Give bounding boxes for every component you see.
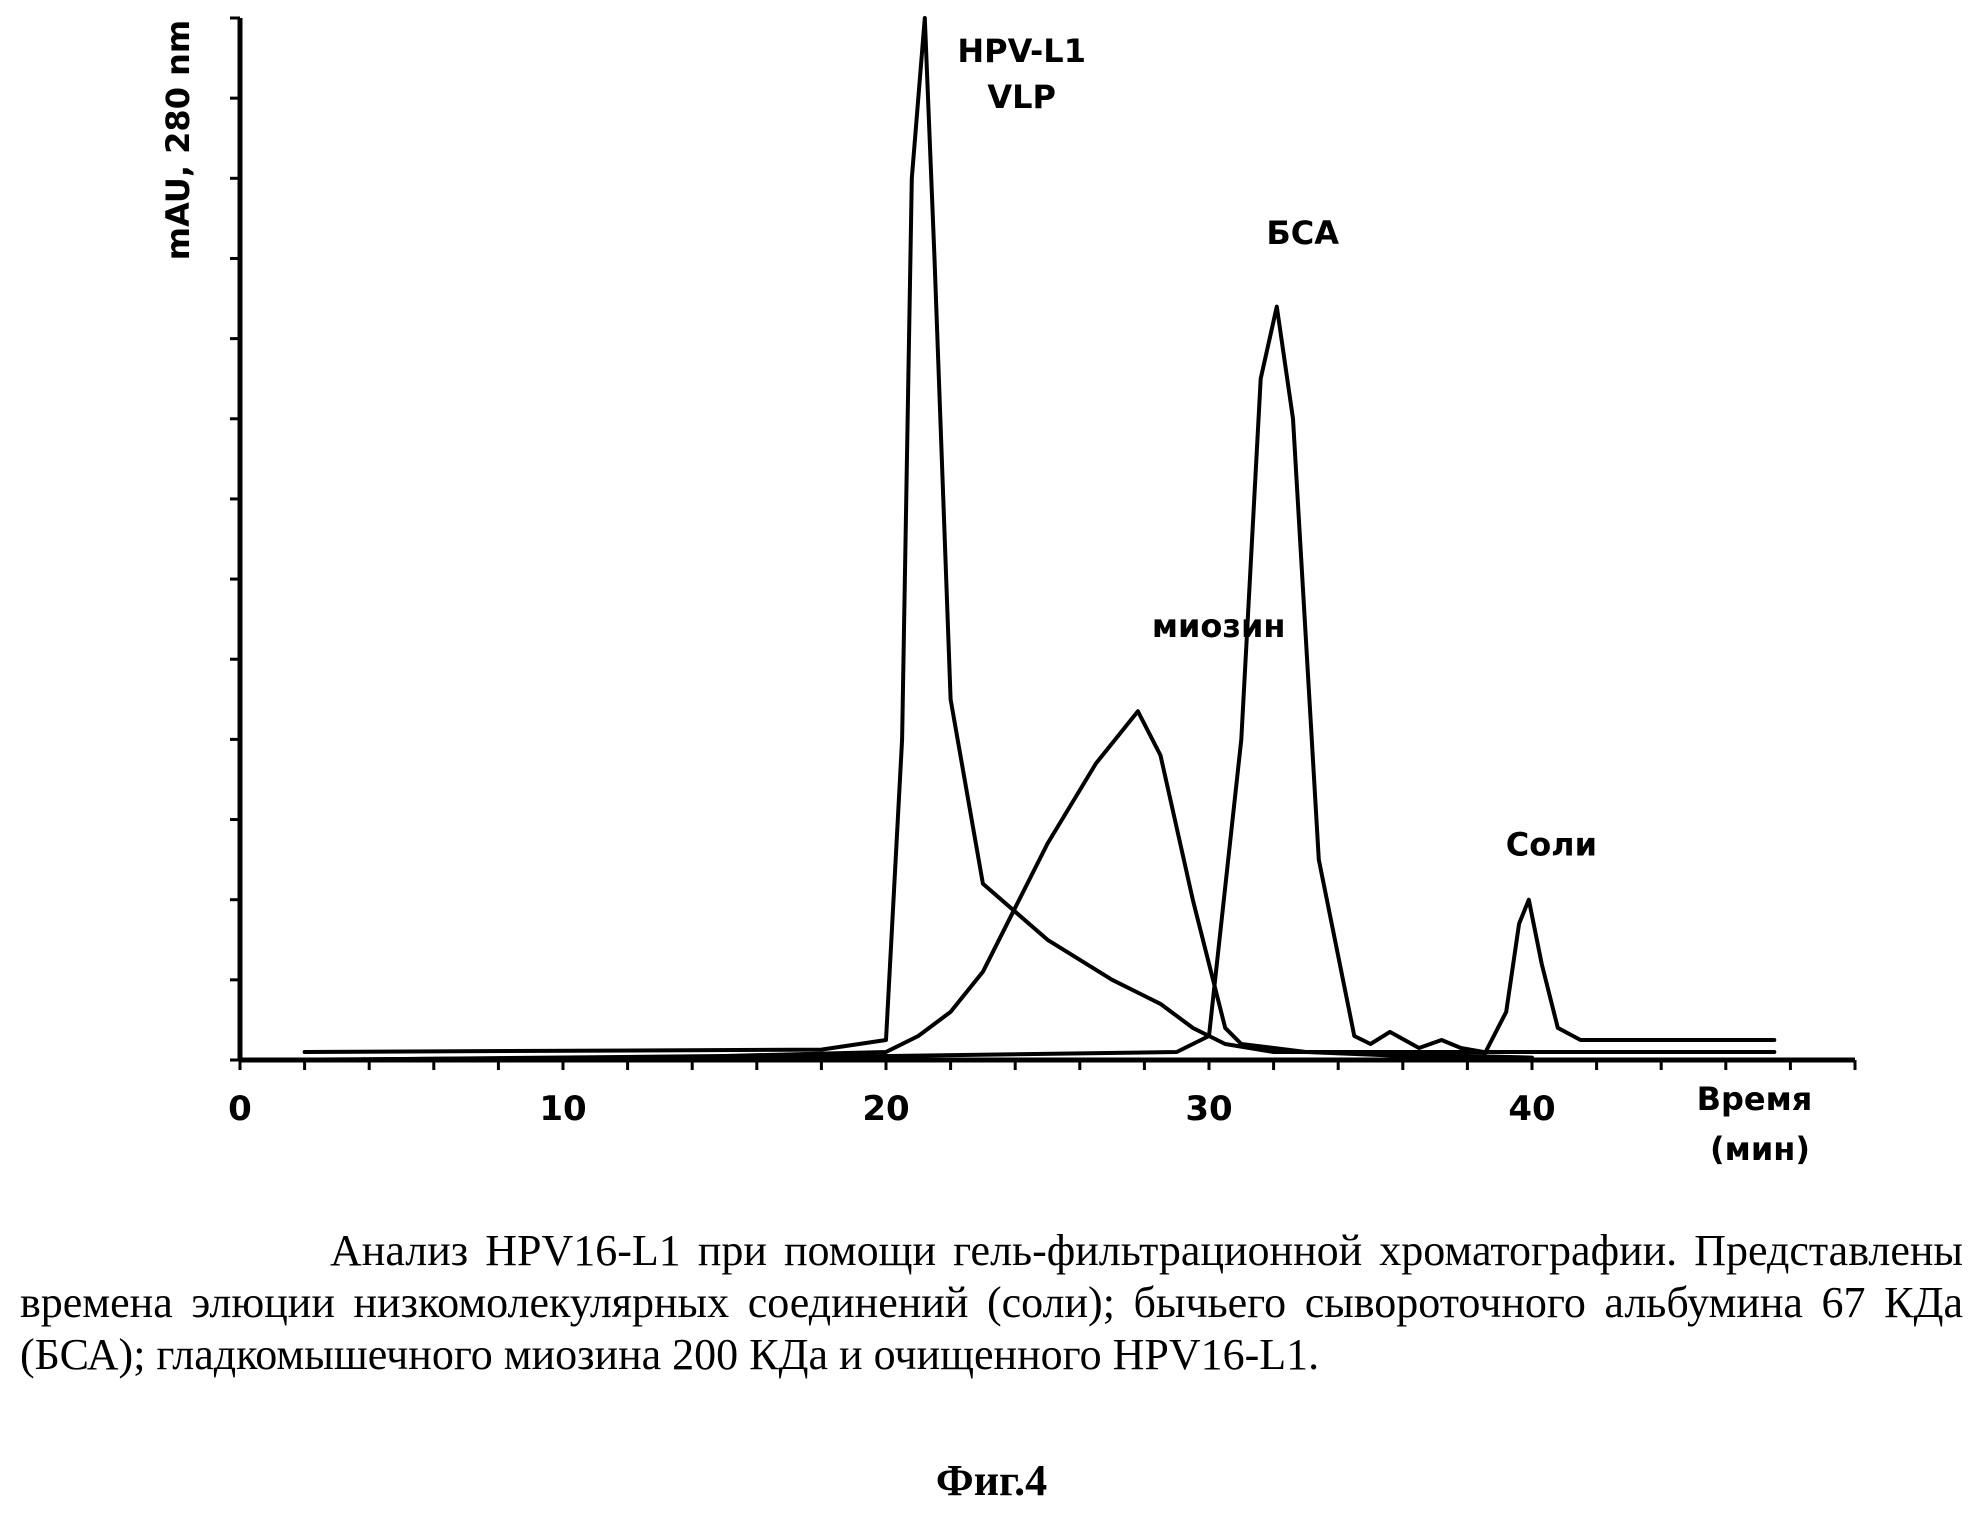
series-trace — [302, 709, 1534, 1062]
x-tick-label: 20 — [862, 1089, 909, 1129]
peak-label-line: Соли — [1506, 826, 1597, 864]
series-trace — [238, 897, 1777, 1062]
series-trace — [302, 16, 1777, 1054]
y-axis-ticks — [230, 16, 240, 1062]
peak-annotations: HPV-L1 VLP БСА миозин Соли — [957, 32, 1597, 864]
caption-text: Анализ HPV16-L1 при помощи гель-фильтрац… — [20, 1226, 1963, 1379]
series-trace — [238, 304, 1486, 1062]
x-tick-label: 40 — [1508, 1089, 1555, 1129]
x-axis-title: Время (мин) — [1697, 1080, 1824, 1168]
peak-label-line: VLP — [987, 78, 1056, 116]
peak-label-line: HPV-L1 — [957, 32, 1086, 70]
peak-label: миозин — [1152, 607, 1286, 645]
x-axis-ticks — [238, 1060, 1857, 1070]
peak-label: HPV-L1 VLP — [957, 32, 1086, 116]
x-tick-label: 0 — [228, 1089, 252, 1129]
axes — [237, 18, 1855, 1063]
x-tick-label: 30 — [1185, 1089, 1232, 1129]
x-axis-tick-labels: 0 10 20 30 40 — [228, 1089, 1556, 1129]
x-tick-label: 10 — [539, 1089, 586, 1129]
peak-label: БСА — [1266, 214, 1339, 252]
x-axis-title-line-2: (мин) — [1710, 1130, 1810, 1168]
y-axis-title: mAU, 280 nm — [159, 20, 197, 260]
x-axis-title-line-1: Время — [1697, 1080, 1813, 1118]
series-layer — [238, 16, 1777, 1062]
peak-label-line: БСА — [1266, 214, 1339, 252]
figure-caption: Анализ HPV16-L1 при помощи гель-фильтрац… — [20, 1225, 1963, 1381]
peak-label-line: миозин — [1152, 607, 1286, 645]
chromatogram-chart: 0 10 20 30 40 HPV-L1 VLP БСА миозин Соли mAU, 28… — [159, 16, 1857, 1168]
figure-number: Фиг.4 — [935, 1456, 1048, 1505]
peak-label: Соли — [1506, 826, 1597, 864]
